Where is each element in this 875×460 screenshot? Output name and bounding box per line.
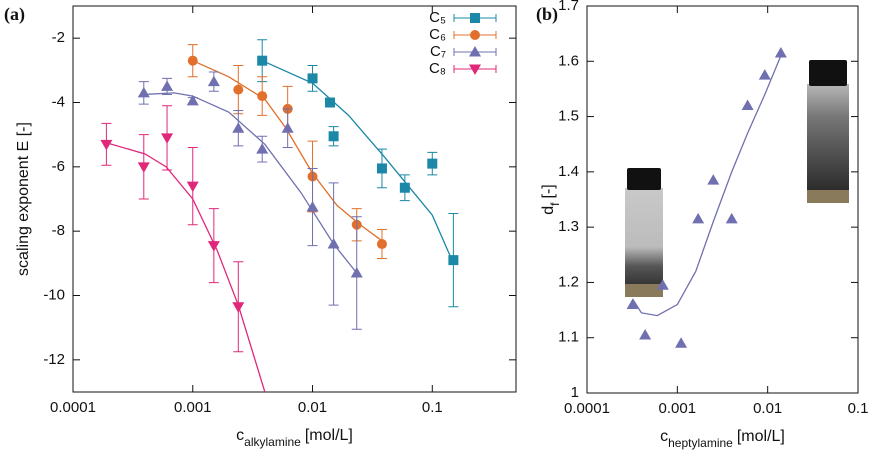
marker (325, 97, 336, 108)
marker (470, 30, 480, 40)
y-axis-label: df [-] (540, 184, 562, 214)
marker (639, 328, 652, 340)
x-axis-label: cheptylamine [mol/L] (660, 428, 785, 450)
marker (257, 55, 268, 66)
x-tick-label: 0.0001 (50, 399, 96, 416)
marker (758, 69, 771, 80)
marker (427, 158, 438, 169)
x-tick-label: 0.1 (848, 400, 869, 417)
y-tick-label: 1.2 (558, 273, 579, 290)
y-tick-label: -12 (43, 351, 65, 368)
plot-frame (72, 5, 517, 393)
x-tick-label: 0.0001 (564, 400, 610, 417)
marker (207, 241, 220, 252)
legend-label: C₇ (430, 43, 446, 60)
marker (692, 212, 705, 224)
x-axis-label-sub: heptylamine (668, 436, 733, 450)
marker (307, 73, 318, 84)
marker (350, 266, 363, 278)
marker (232, 302, 245, 313)
y-tick-label: -6 (52, 158, 65, 175)
y-tick-label: -4 (52, 93, 65, 110)
marker (656, 279, 669, 290)
marker (675, 337, 688, 348)
marker (100, 139, 113, 151)
fit-curve (106, 142, 266, 393)
marker (328, 131, 339, 142)
fit-curve (261, 60, 454, 264)
marker (306, 201, 319, 212)
marker (376, 239, 387, 250)
marker (469, 64, 481, 75)
vial-photo-right (807, 60, 849, 203)
x-axis-label-unit: [mol/L] (305, 427, 353, 444)
y-axis-label: scaling exponent E [-] (15, 122, 32, 276)
y-tick-label: 1.4 (558, 163, 579, 180)
y-axis-label-text: d (540, 206, 557, 215)
y-axis-label-unit: [-] (540, 184, 557, 198)
marker (448, 255, 459, 266)
marker (707, 174, 720, 185)
panel-label: (a) (4, 4, 25, 25)
marker (233, 84, 244, 95)
y-tick-label: 1.3 (558, 218, 579, 235)
y-axis-label-sub: f (548, 202, 562, 206)
marker (232, 122, 245, 133)
legend-entry: C₈ (429, 60, 497, 77)
y-tick-label: -10 (43, 286, 65, 303)
x-axis-label: calkylamine [mol/L] (236, 427, 353, 449)
x-axis-label-unit: [mol/L] (737, 428, 785, 445)
vial-photo-left (625, 168, 663, 297)
legend-label: C₈ (429, 60, 446, 77)
x-axis-label-text: c (660, 428, 668, 445)
marker (186, 181, 199, 193)
legend-entry: C₇ (430, 43, 497, 60)
x-tick-label: 0.001 (174, 399, 212, 416)
marker (256, 143, 269, 154)
y-tick-label: -8 (52, 222, 65, 239)
marker (376, 163, 387, 174)
fit-curve (143, 92, 358, 274)
marker (469, 46, 481, 57)
marker (741, 99, 754, 111)
panel-label: (b) (536, 4, 558, 25)
x-axis-label-text: c (236, 427, 244, 444)
y-tick-label: 1.6 (558, 52, 579, 69)
y-tick-label: -2 (52, 29, 65, 46)
marker (281, 122, 294, 133)
marker (207, 75, 220, 87)
marker (187, 55, 198, 66)
marker (327, 238, 340, 249)
marker (774, 46, 787, 58)
marker (161, 133, 174, 144)
legend-entry: C₅ (429, 9, 497, 26)
y-tick-label: 1.1 (558, 329, 579, 346)
legend-entry: C₆ (429, 26, 497, 43)
marker (137, 162, 150, 173)
marker (626, 298, 639, 310)
marker (161, 80, 174, 91)
x-tick-label: 0.01 (753, 400, 782, 417)
marker (470, 13, 480, 23)
x-tick-label: 0.001 (659, 400, 697, 417)
legend-label: C₅ (429, 9, 446, 26)
y-tick-label: 1.7 (558, 0, 579, 14)
x-tick-label: 0.01 (298, 399, 327, 416)
legend-label: C₆ (429, 26, 446, 43)
marker (186, 94, 199, 106)
x-axis-label-sub: alkylamine (244, 435, 301, 449)
marker (725, 212, 738, 224)
x-tick-label: 0.1 (422, 399, 443, 416)
marker (257, 91, 268, 102)
marker (399, 182, 410, 193)
marker (137, 86, 150, 98)
plot-frame (586, 5, 859, 394)
fit-curve (632, 55, 782, 317)
y-tick-label: 1 (571, 384, 579, 401)
y-axis-label-text: scaling exponent E [-] (15, 122, 32, 276)
y-tick-label: 1.5 (558, 108, 579, 125)
